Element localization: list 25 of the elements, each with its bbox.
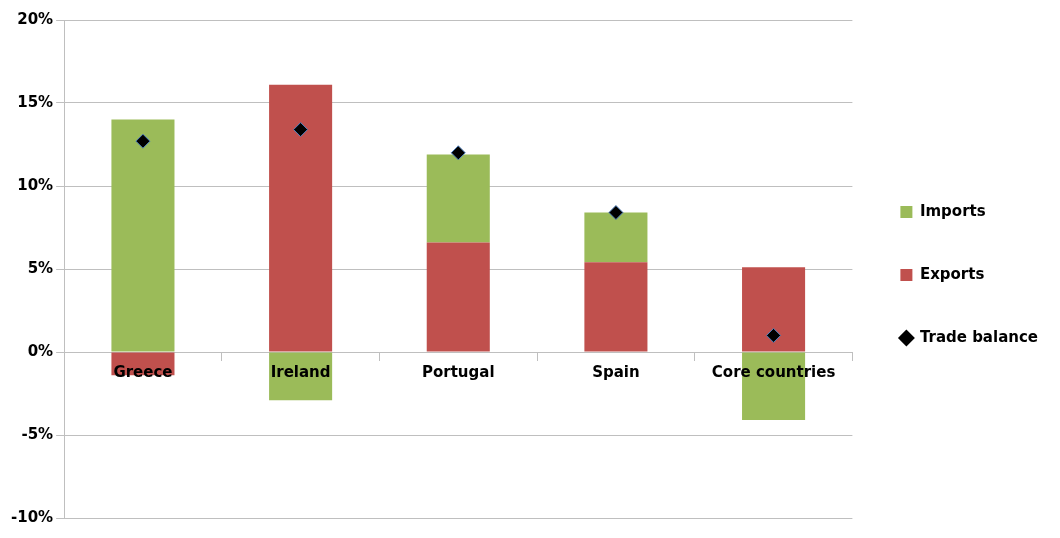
point: [135, 133, 151, 149]
y-tick-label: 20%: [17, 9, 54, 28]
bar: [426, 242, 490, 352]
bar: [269, 84, 333, 352]
bar: [742, 267, 806, 352]
x-tick-label: Portugal: [421, 362, 495, 381]
bar: [426, 154, 490, 243]
y-tick-label: 5%: [27, 258, 54, 277]
y-tick-label: -10%: [10, 507, 54, 526]
legend-label: Imports: [919, 201, 986, 220]
point: [450, 145, 466, 161]
point: [293, 122, 309, 138]
legend-label: Trade balance: [919, 327, 1039, 346]
bar: [584, 212, 648, 263]
point: [608, 205, 624, 221]
x-tick-label: Spain: [592, 362, 640, 381]
bar: [111, 119, 175, 352]
x-tick-label: Ireland: [270, 362, 331, 381]
y-tick-label: 10%: [17, 175, 54, 194]
legend-label: Exports: [919, 264, 985, 283]
y-tick-label: -5%: [21, 424, 54, 443]
y-tick-label: 15%: [17, 92, 54, 111]
bar: [584, 262, 648, 352]
point: [766, 327, 782, 343]
y-tick-label: 0%: [27, 341, 54, 360]
